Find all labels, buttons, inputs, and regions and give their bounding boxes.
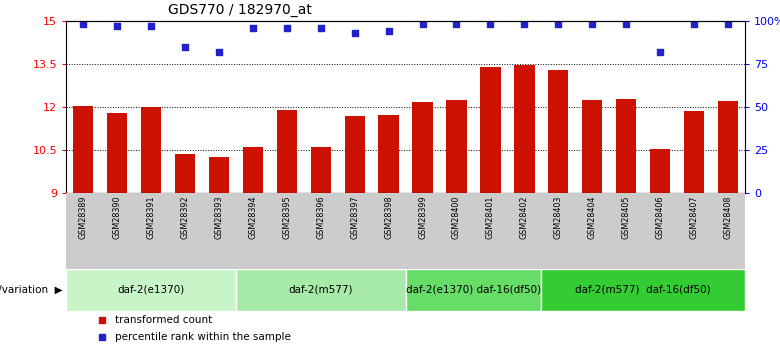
Bar xyxy=(310,147,331,193)
Bar xyxy=(650,149,670,193)
Point xyxy=(722,21,734,27)
Bar xyxy=(243,147,263,193)
Text: GSM28391: GSM28391 xyxy=(147,196,156,239)
Text: genotype/variation  ▶: genotype/variation ▶ xyxy=(0,285,62,295)
Point xyxy=(281,25,293,30)
Text: GSM28405: GSM28405 xyxy=(622,196,631,239)
Text: GSM28404: GSM28404 xyxy=(587,196,597,239)
Text: GSM28394: GSM28394 xyxy=(248,196,257,239)
Text: GSM28407: GSM28407 xyxy=(690,196,699,239)
Point xyxy=(77,21,90,27)
Point xyxy=(111,23,123,29)
Text: daf-2(e1370) daf-16(df50): daf-2(e1370) daf-16(df50) xyxy=(406,285,541,295)
Bar xyxy=(514,65,534,193)
Text: percentile rank within the sample: percentile rank within the sample xyxy=(115,333,291,342)
Point xyxy=(213,49,225,55)
Point xyxy=(654,49,666,55)
Text: GSM28396: GSM28396 xyxy=(316,196,325,239)
Bar xyxy=(480,67,501,193)
Text: GSM28395: GSM28395 xyxy=(282,196,292,239)
Text: GDS770 / 182970_at: GDS770 / 182970_at xyxy=(168,3,311,17)
Point xyxy=(586,21,598,27)
Bar xyxy=(582,100,602,193)
Bar xyxy=(175,154,195,193)
Point xyxy=(620,21,633,27)
Point xyxy=(145,23,158,29)
Point xyxy=(314,25,327,30)
Bar xyxy=(141,107,161,193)
Text: GSM28401: GSM28401 xyxy=(486,196,495,239)
Bar xyxy=(277,110,297,193)
Text: GSM28403: GSM28403 xyxy=(554,196,563,239)
Bar xyxy=(73,106,94,193)
Text: daf-2(m577)  daf-16(df50): daf-2(m577) daf-16(df50) xyxy=(576,285,711,295)
Bar xyxy=(548,70,569,193)
Bar xyxy=(236,269,406,310)
Point xyxy=(688,21,700,27)
Text: GSM28397: GSM28397 xyxy=(350,196,360,239)
Point xyxy=(179,44,191,49)
Bar xyxy=(209,157,229,193)
Text: GSM28400: GSM28400 xyxy=(452,196,461,239)
Text: GSM28408: GSM28408 xyxy=(723,196,732,239)
Text: GSM28398: GSM28398 xyxy=(384,196,393,239)
Text: transformed count: transformed count xyxy=(115,315,212,325)
Bar xyxy=(413,102,433,193)
Bar xyxy=(345,116,365,193)
Point xyxy=(349,30,361,36)
Point xyxy=(417,21,429,27)
Point xyxy=(382,28,395,34)
Text: GSM28393: GSM28393 xyxy=(215,196,224,239)
Bar xyxy=(541,269,745,310)
Bar xyxy=(684,111,704,193)
Text: GSM28389: GSM28389 xyxy=(79,196,88,239)
Bar xyxy=(107,113,127,193)
Text: daf-2(e1370): daf-2(e1370) xyxy=(118,285,185,295)
Point xyxy=(484,21,497,27)
Point xyxy=(518,21,530,27)
Text: GSM28392: GSM28392 xyxy=(180,196,190,239)
Bar xyxy=(406,269,541,310)
Bar xyxy=(616,99,636,193)
Bar xyxy=(378,115,399,193)
Text: GSM28399: GSM28399 xyxy=(418,196,427,239)
Point xyxy=(246,25,259,30)
Text: daf-2(m577): daf-2(m577) xyxy=(289,285,353,295)
Point xyxy=(450,21,463,27)
Text: GSM28406: GSM28406 xyxy=(655,196,665,239)
Bar xyxy=(446,100,466,193)
Text: GSM28402: GSM28402 xyxy=(519,196,529,239)
Point xyxy=(552,21,565,27)
Bar xyxy=(66,269,236,310)
Bar xyxy=(718,101,738,193)
Text: GSM28390: GSM28390 xyxy=(112,196,122,239)
